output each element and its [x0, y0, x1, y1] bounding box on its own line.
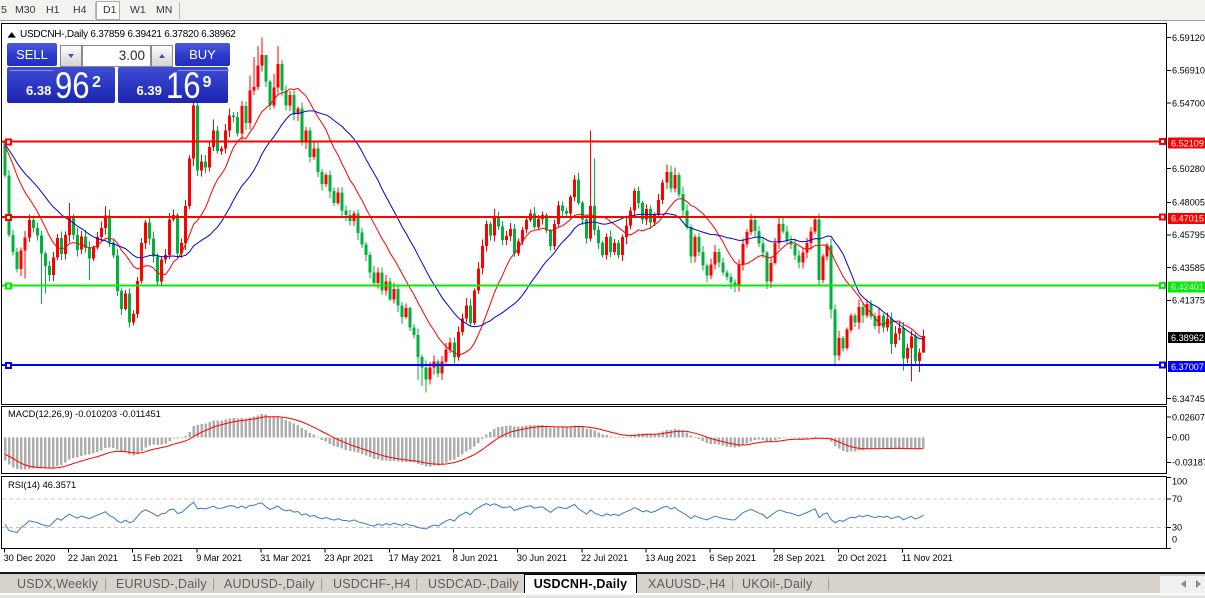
svg-text:23 Apr 2021: 23 Apr 2021: [324, 553, 373, 563]
svg-text:-0.03187: -0.03187: [1172, 458, 1205, 468]
svg-text:6.54700: 6.54700: [1172, 98, 1205, 108]
svg-text:6.48005: 6.48005: [1172, 198, 1205, 208]
svg-text:22 Jan 2021: 22 Jan 2021: [68, 553, 118, 563]
svg-text:USDCNH-,Daily 6.37859 6.39421: USDCNH-,Daily 6.37859 6.39421 6.37820 6.…: [20, 29, 236, 40]
svg-text:6.43585: 6.43585: [1172, 263, 1205, 273]
svg-text:70: 70: [1172, 494, 1182, 504]
svg-text:8 Jun 2021: 8 Jun 2021: [453, 553, 498, 563]
svg-text:0.00: 0.00: [1172, 433, 1190, 443]
svg-text:100: 100: [1172, 477, 1187, 487]
svg-text:6.52109: 6.52109: [1171, 138, 1204, 148]
svg-text:6.41375: 6.41375: [1172, 296, 1205, 306]
svg-text:20 Oct 2021: 20 Oct 2021: [838, 553, 888, 563]
svg-text:6.45795: 6.45795: [1172, 230, 1205, 240]
svg-text:6.38962: 6.38962: [1171, 333, 1204, 343]
svg-text:31 Mar 2021: 31 Mar 2021: [260, 553, 311, 563]
svg-text:13 Aug 2021: 13 Aug 2021: [645, 553, 696, 563]
svg-text:9 Mar 2021: 9 Mar 2021: [196, 553, 242, 563]
svg-text:30: 30: [1172, 523, 1182, 533]
svg-text:6.59120: 6.59120: [1172, 33, 1205, 43]
svg-text:28 Sep 2021: 28 Sep 2021: [774, 553, 826, 563]
svg-text:6.47015: 6.47015: [1171, 214, 1204, 224]
svg-text:6.42401: 6.42401: [1171, 282, 1204, 292]
svg-text:11 Nov 2021: 11 Nov 2021: [902, 553, 953, 563]
svg-text:30 Jun 2021: 30 Jun 2021: [517, 553, 567, 563]
svg-text:MACD(12,26,9) -0.010203 -0.011: MACD(12,26,9) -0.010203 -0.011451: [8, 409, 161, 419]
svg-text:6.34745: 6.34745: [1172, 394, 1205, 404]
svg-text:0.02607: 0.02607: [1172, 412, 1205, 422]
svg-text:30 Dec 2020: 30 Dec 2020: [4, 553, 56, 563]
svg-text:0: 0: [1172, 535, 1177, 545]
svg-text:6 Sep 2021: 6 Sep 2021: [709, 553, 756, 563]
svg-text:15 Feb 2021: 15 Feb 2021: [132, 553, 183, 563]
svg-text:6.50280: 6.50280: [1172, 164, 1205, 174]
svg-text:17 May 2021: 17 May 2021: [389, 553, 442, 563]
svg-text:6.37007: 6.37007: [1171, 362, 1204, 372]
svg-text:22 Jul 2021: 22 Jul 2021: [581, 553, 628, 563]
svg-text:6.56910: 6.56910: [1172, 66, 1205, 76]
svg-text:RSI(14) 46.3571: RSI(14) 46.3571: [8, 480, 76, 490]
